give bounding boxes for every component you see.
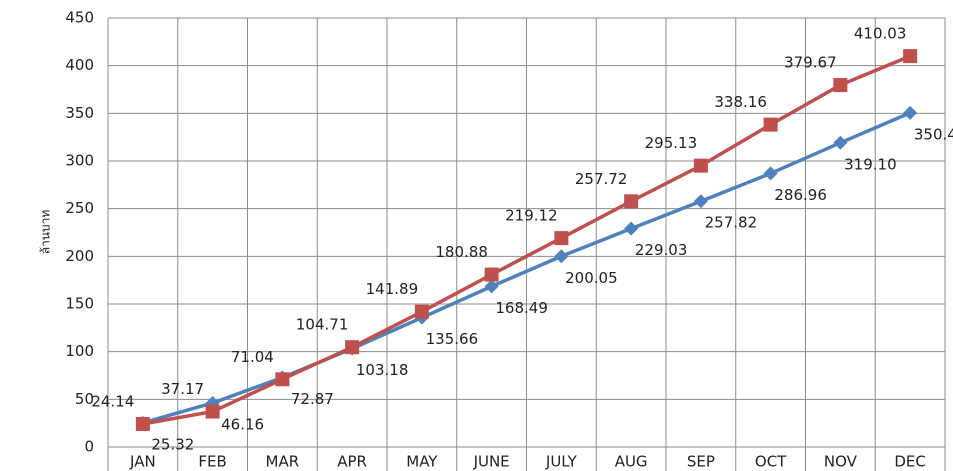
data-label: 180.88 <box>435 243 488 261</box>
marker <box>763 117 778 132</box>
x-tick-label: SEP <box>687 453 715 471</box>
data-label: 103.18 <box>356 361 409 379</box>
y-tick-label: 250 <box>65 199 94 217</box>
marker <box>484 267 499 282</box>
marker <box>693 194 708 209</box>
data-label: 350.49 <box>914 125 953 143</box>
data-label: 286.96 <box>774 186 827 204</box>
data-label: 229.03 <box>635 241 688 259</box>
marker <box>554 249 569 264</box>
data-label: 200.05 <box>565 269 618 287</box>
series-line <box>142 111 911 425</box>
data-label: 71.04 <box>231 348 274 366</box>
y-tick-label: 0 <box>84 438 94 456</box>
y-tick-label: 400 <box>65 56 94 74</box>
marker <box>903 105 918 120</box>
data-label: 141.89 <box>366 280 419 298</box>
marker <box>414 304 429 319</box>
marker <box>833 78 848 93</box>
data-label: 219.12 <box>505 207 558 225</box>
data-label: 104.71 <box>296 316 349 334</box>
data-label: 25.32 <box>151 435 194 453</box>
y-tick-label: 100 <box>65 342 94 360</box>
x-tick-label: JULY <box>545 453 578 471</box>
x-tick-label: MAR <box>266 453 300 471</box>
x-tick-label: APR <box>337 453 367 471</box>
data-label: 72.87 <box>291 390 334 408</box>
marker <box>624 221 639 236</box>
marker <box>763 166 778 181</box>
data-label: 379.67 <box>784 54 837 72</box>
x-tick-label: JAN <box>129 453 156 471</box>
data-label: 295.13 <box>645 134 698 152</box>
y-axis-title: ล้านบาท <box>39 210 53 255</box>
data-label: 410.03 <box>854 25 907 43</box>
x-tick-label: AUG <box>615 453 648 471</box>
marker <box>903 49 918 64</box>
x-tick-label: MAY <box>406 453 438 471</box>
data-label: 46.16 <box>221 415 264 433</box>
y-tick-label: 350 <box>65 104 94 122</box>
marker <box>693 158 708 173</box>
data-label: 257.72 <box>575 170 628 188</box>
data-label: 319.10 <box>844 155 897 173</box>
marker <box>554 231 569 246</box>
marker <box>484 279 499 294</box>
x-tick-label: NOV <box>824 453 858 471</box>
data-label: 257.82 <box>705 214 758 232</box>
marker <box>205 404 220 419</box>
y-tick-label: 200 <box>65 247 94 265</box>
marker <box>624 194 639 209</box>
marker <box>345 340 360 355</box>
data-label: 24.14 <box>91 392 134 410</box>
x-tick-label: OCT <box>755 453 787 471</box>
x-tick-label: FEB <box>198 453 226 471</box>
marker <box>833 135 848 150</box>
data-label: 37.17 <box>161 380 204 398</box>
series-line <box>142 54 911 426</box>
y-tick-label: 50 <box>75 390 94 408</box>
y-tick-label: 150 <box>65 295 94 313</box>
data-label: 168.49 <box>495 299 548 317</box>
y-tick-label: 450 <box>65 9 94 27</box>
y-tick-label: 300 <box>65 152 94 170</box>
marker <box>275 372 290 387</box>
data-label: 338.16 <box>714 93 767 111</box>
x-tick-label: DEC <box>894 453 926 471</box>
x-tick-label: JUNE <box>473 453 510 471</box>
marker <box>135 416 150 431</box>
data-label: 135.66 <box>426 330 479 348</box>
